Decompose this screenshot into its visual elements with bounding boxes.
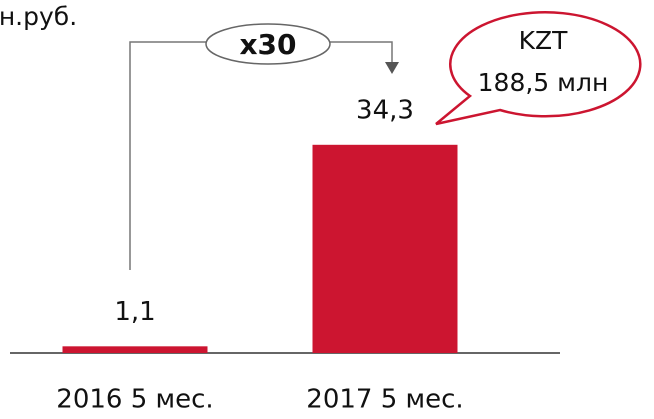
x-tick-label: 2016 5 мес.	[56, 385, 213, 415]
ratio-label: x30	[239, 28, 296, 61]
bar	[62, 346, 208, 353]
ratio-badge	[205, 23, 331, 65]
bar	[312, 144, 458, 353]
arrow-head	[385, 62, 399, 74]
connector	[129, 41, 206, 270]
connector	[330, 41, 393, 64]
speech-bubble	[435, 11, 642, 126]
chart-title: млн.руб.	[0, 2, 77, 31]
value-label: 34,3	[356, 95, 414, 125]
x-tick-label: 2017 5 мес.	[306, 385, 463, 415]
bubble-text: 188,5 млн	[478, 68, 609, 97]
value-label: 1,1	[114, 297, 155, 327]
bubble-text: KZT	[519, 26, 569, 55]
